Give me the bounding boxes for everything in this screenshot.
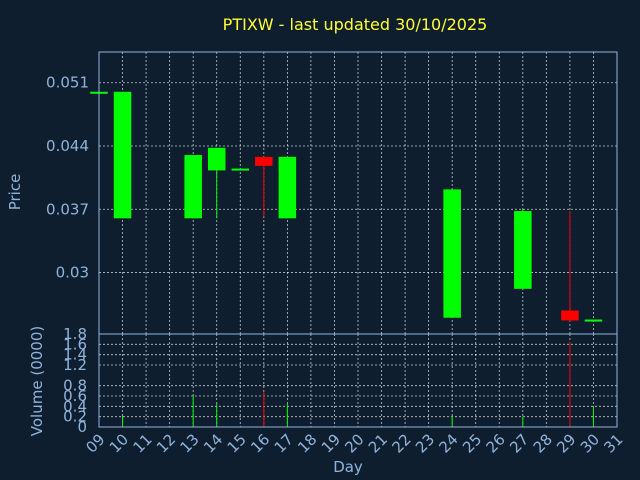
x-tick-label: 16 (247, 430, 273, 456)
volume-tick-label: 0 (77, 418, 87, 436)
x-tick-label: 29 (553, 430, 579, 456)
candle-body (255, 156, 273, 166)
candle-body (231, 168, 250, 171)
x-tick-label: 14 (200, 430, 226, 456)
x-tick-label: 31 (600, 430, 626, 456)
x-tick-label: 27 (506, 430, 532, 456)
price-tick-label: 0.044 (46, 137, 89, 155)
volume-axis-label: Volume (0000) (28, 326, 46, 436)
price-axis-label: Price (6, 174, 24, 211)
candle-body (514, 211, 532, 289)
x-tick-label: 25 (459, 430, 485, 456)
chart-title: PTIXW - last updated 30/10/2025 (223, 15, 488, 34)
x-tick-label: 20 (341, 430, 367, 456)
x-tick-label: 26 (483, 430, 509, 456)
x-tick-label: 15 (224, 430, 250, 456)
price-panel: 0.03 0.037 0.044 0.051 (46, 51, 618, 335)
volume-tick-label: 1.4 (63, 346, 87, 364)
candle-body (113, 91, 132, 219)
volume-frame (98, 333, 618, 428)
candle-body (207, 147, 226, 171)
x-tick-label: 18 (294, 430, 320, 456)
x-tick-label: 23 (412, 430, 438, 456)
volume-tick-label: 0.8 (63, 377, 87, 395)
candle-body (561, 310, 579, 321)
x-tick-label: 13 (177, 430, 203, 456)
x-tick-label: 30 (577, 430, 603, 456)
volume-tick-label: 0.2 (63, 408, 87, 426)
price-tick-label: 0.051 (46, 74, 89, 92)
x-tick-label: 28 (530, 430, 556, 456)
x-tick-label: 17 (271, 430, 297, 456)
x-tick-label: 19 (318, 430, 344, 456)
x-tick-label: 11 (129, 430, 155, 456)
candle-body (184, 155, 202, 219)
x-tick-label: 22 (388, 430, 414, 456)
price-tick-label: 0.037 (46, 200, 89, 218)
x-tick-label: 24 (436, 430, 462, 456)
volume-tick-label: 0.4 (63, 397, 87, 415)
x-tick-label: 10 (106, 430, 132, 456)
x-tick-label: 12 (153, 430, 179, 456)
volume-panel: 00.20.40.60.81.21.41.61.8091011121314151… (63, 325, 626, 457)
candle-body (443, 189, 461, 318)
volume-tick-label: 0.6 (63, 387, 87, 405)
x-tick-label: 21 (365, 430, 391, 456)
volume-tick-label: 1.8 (63, 325, 87, 343)
candle-body (584, 319, 603, 322)
volume-tick-label: 1.6 (63, 335, 87, 353)
price-tick-label: 0.03 (56, 264, 89, 282)
volume-tick-label: 1.2 (63, 356, 87, 374)
x-axis-label: Day (333, 458, 363, 476)
candle-body (278, 156, 297, 219)
